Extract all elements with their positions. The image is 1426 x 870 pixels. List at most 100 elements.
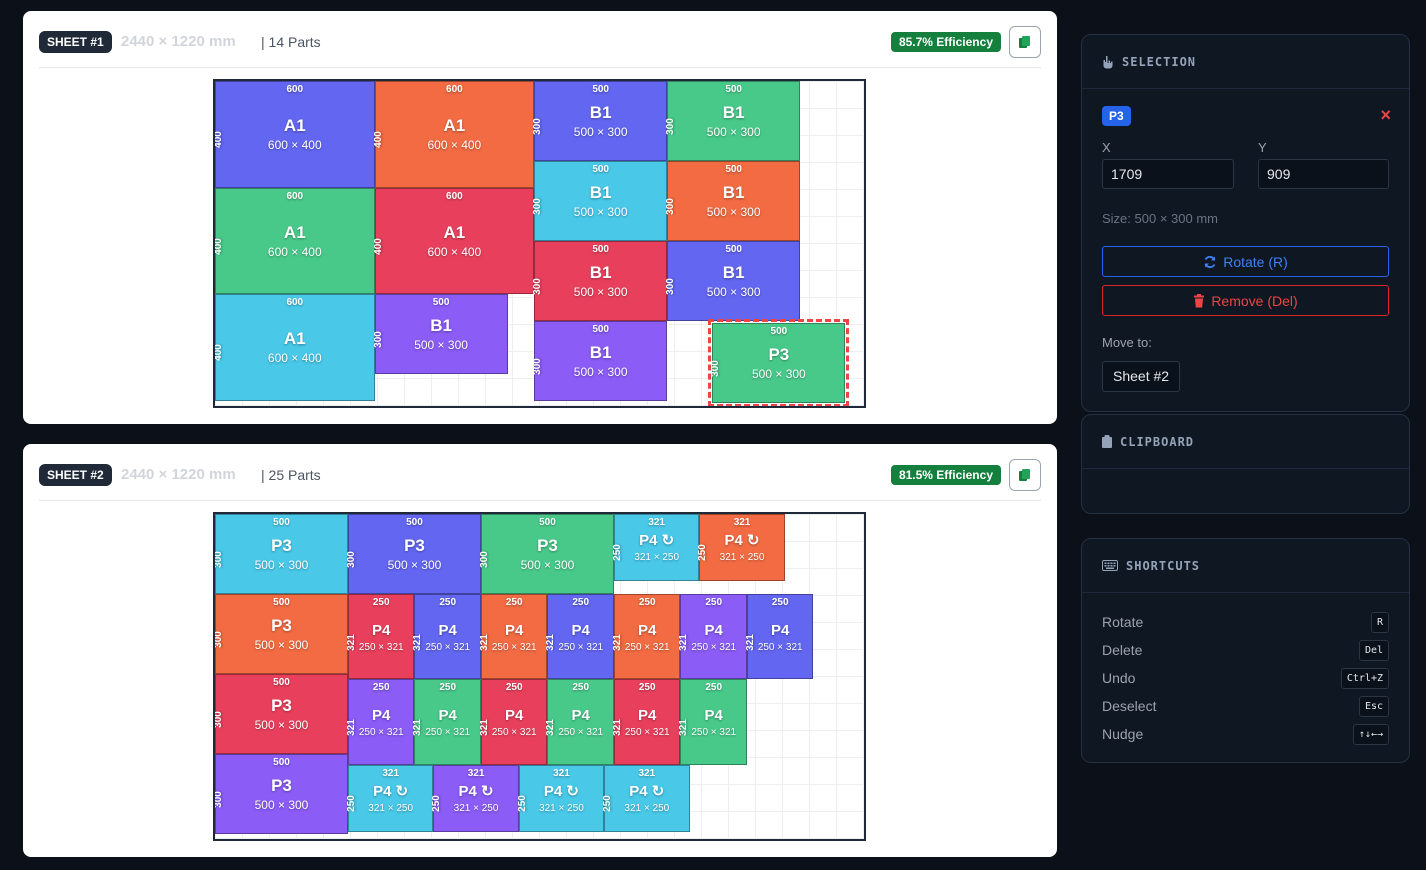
rotate-button[interactable]: Rotate (R) [1102,246,1389,277]
part-dimensions: 250 × 321 [425,727,471,739]
part-p4[interactable]: 321 250 P4 ↻ 321 × 250 [346,764,434,832]
part-name: P3 [404,535,425,555]
part-dimensions: 500 × 300 [706,204,761,219]
part-name: P4 ↻ [458,783,494,801]
part-b1[interactable]: 500 300 B1 500 × 300 [532,81,668,161]
part-p4[interactable]: 250 321 P4 250 × 321 [346,679,415,765]
part-width-label: 250 [372,596,390,608]
panel-header: SHORTCUTS [1082,539,1409,593]
part-p4[interactable]: 321 250 P4 ↻ 321 × 250 [697,514,785,581]
part-name: P4 ↻ [629,783,665,801]
part-dimensions: 500 × 300 [573,284,628,299]
part-p4[interactable]: 250 321 P4 250 × 321 [678,593,747,680]
copy-sheet-button[interactable] [1009,26,1041,58]
part-dimensions: 250 × 321 [358,727,404,739]
part-p4[interactable]: 321 250 P4 ↻ 321 × 250 [517,764,605,832]
close-icon[interactable]: × [1380,105,1391,125]
part-p4[interactable]: 250 321 P4 250 × 321 [745,593,814,680]
part-name: P4 [505,621,524,639]
move-to-sheet-button[interactable]: Sheet #2 [1102,361,1181,392]
part-width-label: 600 [286,297,304,309]
shortcut-key: R [1370,611,1389,633]
part-p4[interactable]: 250 321 P4 250 × 321 [479,593,548,680]
part-a1[interactable]: 600 400 A1 600 × 400 [372,187,535,295]
rotate-label: Rotate (R) [1223,253,1288,270]
part-b1[interactable]: 500 300 B1 500 × 300 [532,320,668,401]
part-p3[interactable]: 500 300 P3 500 × 300 [215,673,348,754]
sheet-board[interactable]: 600 400 A1 600 × 400 600 400 A1 600 × 400 500 300… [213,79,866,408]
part-name: B1 [722,182,745,202]
part-p4[interactable]: 250 321 P4 250 × 321 [678,679,747,765]
part-name: A1 [443,222,466,242]
part-b1[interactable]: 500 300 B1 500 × 300 [665,160,801,241]
part-dimensions: 500 × 300 [573,124,628,139]
part-width-label: 250 [705,682,723,694]
part-a1[interactable]: 600 400 A1 600 × 400 [215,187,375,295]
part-name: P4 ↻ [724,532,760,550]
part-dimensions: 321 × 250 [539,803,584,815]
part-dimensions: 250 × 321 [624,641,670,653]
part-p4[interactable]: 250 321 P4 250 × 321 [612,679,681,765]
part-name: B1 [722,102,745,122]
part-b1[interactable]: 500 300 B1 500 × 300 [665,81,801,161]
copy-icon [1019,36,1030,48]
part-p4[interactable]: 321 250 P4 ↻ 321 × 250 [431,764,519,832]
panel-header: SELECTION [1082,35,1409,89]
part-a1[interactable]: 600 400 A1 600 × 400 [215,294,375,401]
part-dimensions: 250 × 321 [491,641,537,653]
sheet-board[interactable]: 500 300 P3 500 × 300 500 300 P3 500 × 300 500 300… [213,512,866,841]
part-a1[interactable]: 600 400 A1 600 × 400 [372,81,535,188]
part-name: P3 [537,535,558,555]
part-dimensions: 500 × 300 [254,717,309,732]
part-dimensions: 250 × 321 [624,727,670,739]
sheet-dimensions: 2440 × 1220 mm [121,33,236,50]
part-b1[interactable]: 500 300 B1 500 × 300 [372,294,508,375]
part-dimensions: 250 × 321 [558,727,604,739]
sheet-badge: SHEET #1 [39,31,112,53]
part-p4[interactable]: 250 321 P4 250 × 321 [612,593,681,680]
x-label: X [1102,140,1111,155]
sheet-dimensions: 2440 × 1220 mm [121,466,236,483]
part-dimensions: 500 × 300 [254,637,309,652]
efficiency-badge: 81.5% Efficiency [890,465,1001,485]
part-dimensions: 321 × 250 [634,552,680,564]
part-p4[interactable]: 321 250 P4 ↻ 321 × 250 [612,514,700,581]
part-name: B1 [722,262,745,282]
part-p4[interactable]: 321 250 P4 ↻ 321 × 250 [602,764,690,832]
part-dimensions: 321 × 250 [453,803,499,815]
part-width-label: 500 [725,163,742,175]
part-name: P3 [271,615,292,635]
part-p3[interactable]: 500 300 P3 500 × 300 [215,593,348,674]
keyboard-icon [1102,560,1118,571]
part-p3[interactable]: 500 300 P3 500 × 300 [346,514,481,594]
part-p3[interactable]: 500 300 P3 500 × 300 [215,753,348,834]
copy-sheet-button[interactable] [1009,459,1041,491]
part-width-label: 500 [406,517,423,528]
size-text: Size: 500 × 300 mm [1102,211,1218,226]
part-p4[interactable]: 250 321 P4 250 × 321 [479,679,548,765]
part-width-label: 500 [592,323,609,335]
rotate-icon [1204,255,1216,268]
y-input[interactable]: 909 [1258,159,1389,189]
shortcut-row: Delete Del [1102,638,1389,662]
part-dimensions: 500 × 300 [752,367,806,382]
part-p4[interactable]: 250 321 P4 250 × 321 [346,593,415,680]
part-b1[interactable]: 500 300 B1 500 × 300 [532,160,668,241]
part-p4[interactable]: 250 321 P4 250 × 321 [545,679,614,765]
remove-button[interactable]: Remove (Del) [1102,285,1389,316]
part-p3[interactable]: 500 300 P3 500 × 300 [708,319,850,406]
part-b1[interactable]: 500 300 B1 500 × 300 [665,240,801,321]
part-a1[interactable]: 600 400 A1 600 × 400 [215,81,375,188]
part-p4[interactable]: 250 321 P4 250 × 321 [412,593,481,680]
part-dimensions: 600 × 400 [267,138,322,153]
x-input[interactable]: 1709 [1102,159,1234,189]
part-p3[interactable]: 500 300 P3 500 × 300 [479,514,614,594]
part-b1[interactable]: 500 300 B1 500 × 300 [532,240,668,321]
part-width-label: 500 [273,676,290,688]
part-p3[interactable]: 500 300 P3 500 × 300 [215,514,348,594]
sheet-part-count: | 25 Parts [261,467,321,483]
part-p4[interactable]: 250 321 P4 250 × 321 [545,593,614,680]
part-width-label: 321 [648,517,665,528]
part-name: P4 ↻ [543,783,579,801]
part-p4[interactable]: 250 321 P4 250 × 321 [412,679,481,765]
